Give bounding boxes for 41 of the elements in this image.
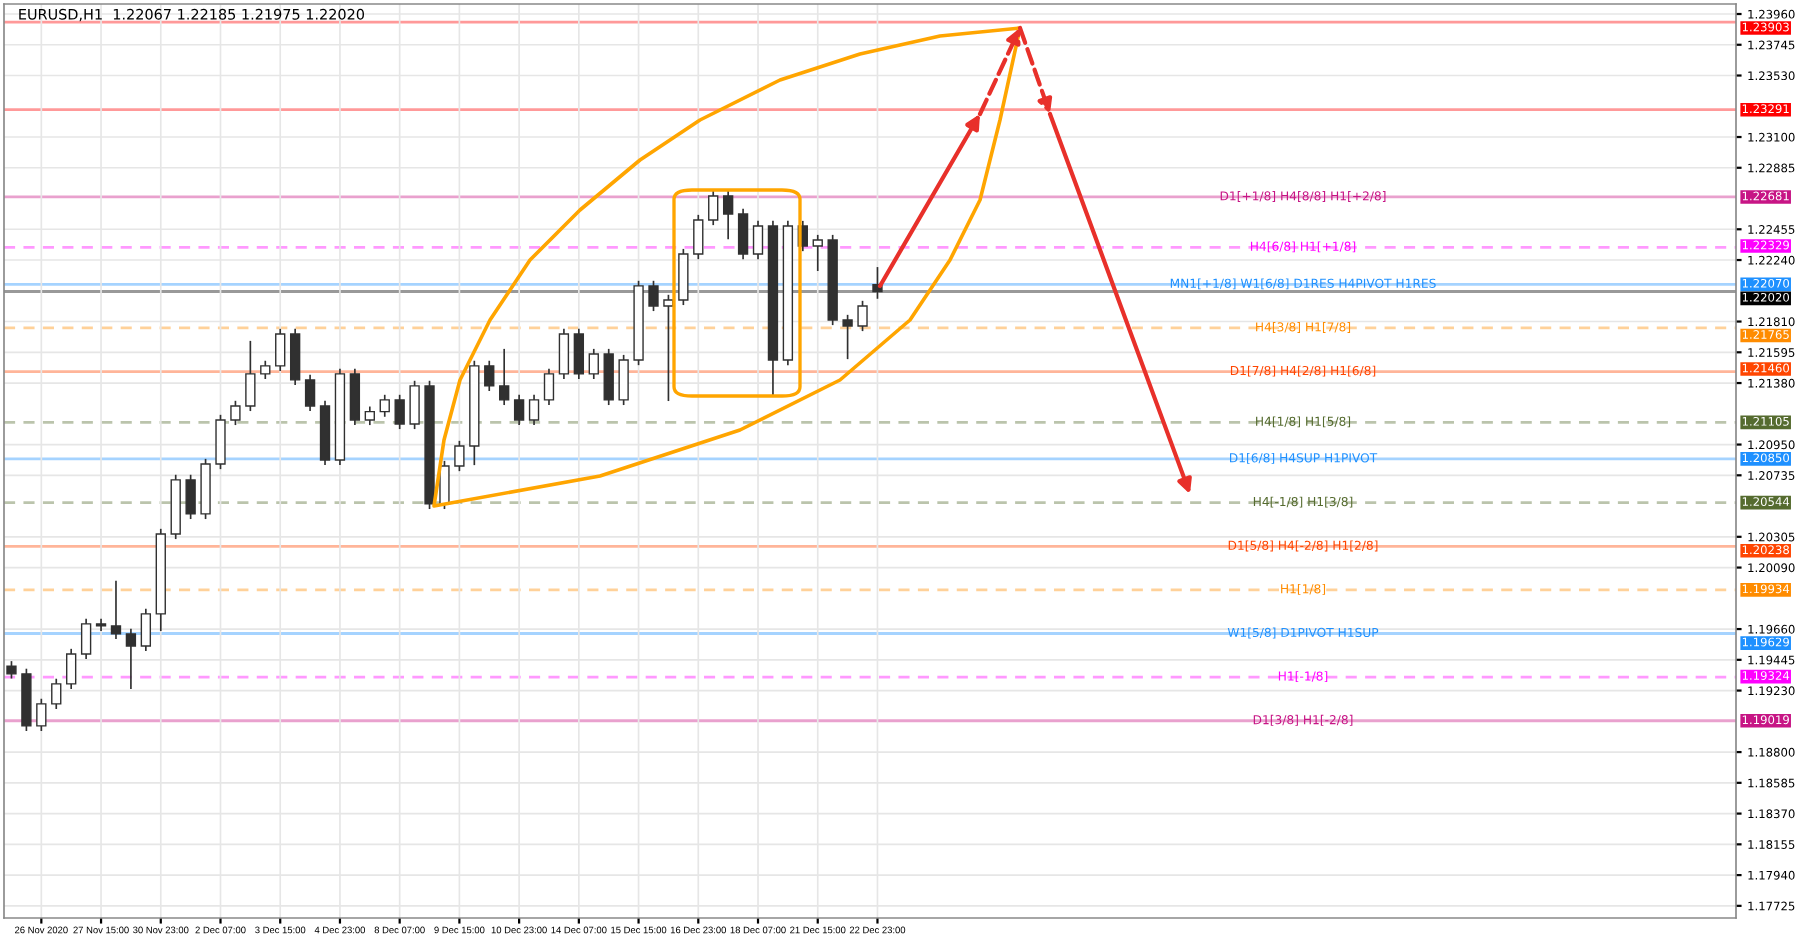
candlestick bbox=[499, 348, 510, 406]
candlestick bbox=[349, 368, 361, 426]
candlestick bbox=[573, 328, 585, 380]
candlestick bbox=[603, 348, 614, 406]
candlestick bbox=[737, 208, 749, 260]
candlestick bbox=[543, 368, 555, 406]
candlestick bbox=[708, 190, 719, 226]
candlestick bbox=[484, 360, 495, 392]
candlestick bbox=[125, 628, 137, 689]
candlestick bbox=[379, 394, 390, 417]
candlestick bbox=[36, 698, 47, 732]
candlestick bbox=[693, 214, 704, 260]
candlestick bbox=[215, 414, 226, 470]
candlestick bbox=[185, 474, 196, 520]
candlestick bbox=[812, 234, 823, 272]
candlestick bbox=[439, 460, 450, 510]
candlestick bbox=[528, 394, 540, 426]
candlestick bbox=[110, 580, 122, 640]
candlestick bbox=[857, 300, 868, 332]
candlestick bbox=[304, 374, 316, 412]
candlestick bbox=[558, 328, 570, 380]
candlestick bbox=[230, 400, 241, 426]
candlestick bbox=[409, 380, 420, 430]
candlestick bbox=[648, 280, 659, 312]
candlestick bbox=[51, 678, 62, 710]
candlestick bbox=[66, 648, 77, 689]
candlestick bbox=[722, 190, 734, 240]
candlestick bbox=[289, 328, 301, 386]
candlestick bbox=[394, 394, 405, 430]
candlestick bbox=[454, 440, 465, 472]
candlestick bbox=[663, 294, 674, 402]
candlestick bbox=[140, 608, 152, 652]
candlestick bbox=[842, 314, 853, 360]
candlestick bbox=[245, 340, 256, 412]
candlestick bbox=[513, 394, 525, 426]
candlestick bbox=[752, 220, 764, 260]
candlestick bbox=[588, 348, 599, 380]
candlestick bbox=[80, 618, 92, 660]
candlestick bbox=[618, 354, 629, 406]
candlestick bbox=[678, 248, 689, 306]
candlestick bbox=[275, 328, 286, 372]
